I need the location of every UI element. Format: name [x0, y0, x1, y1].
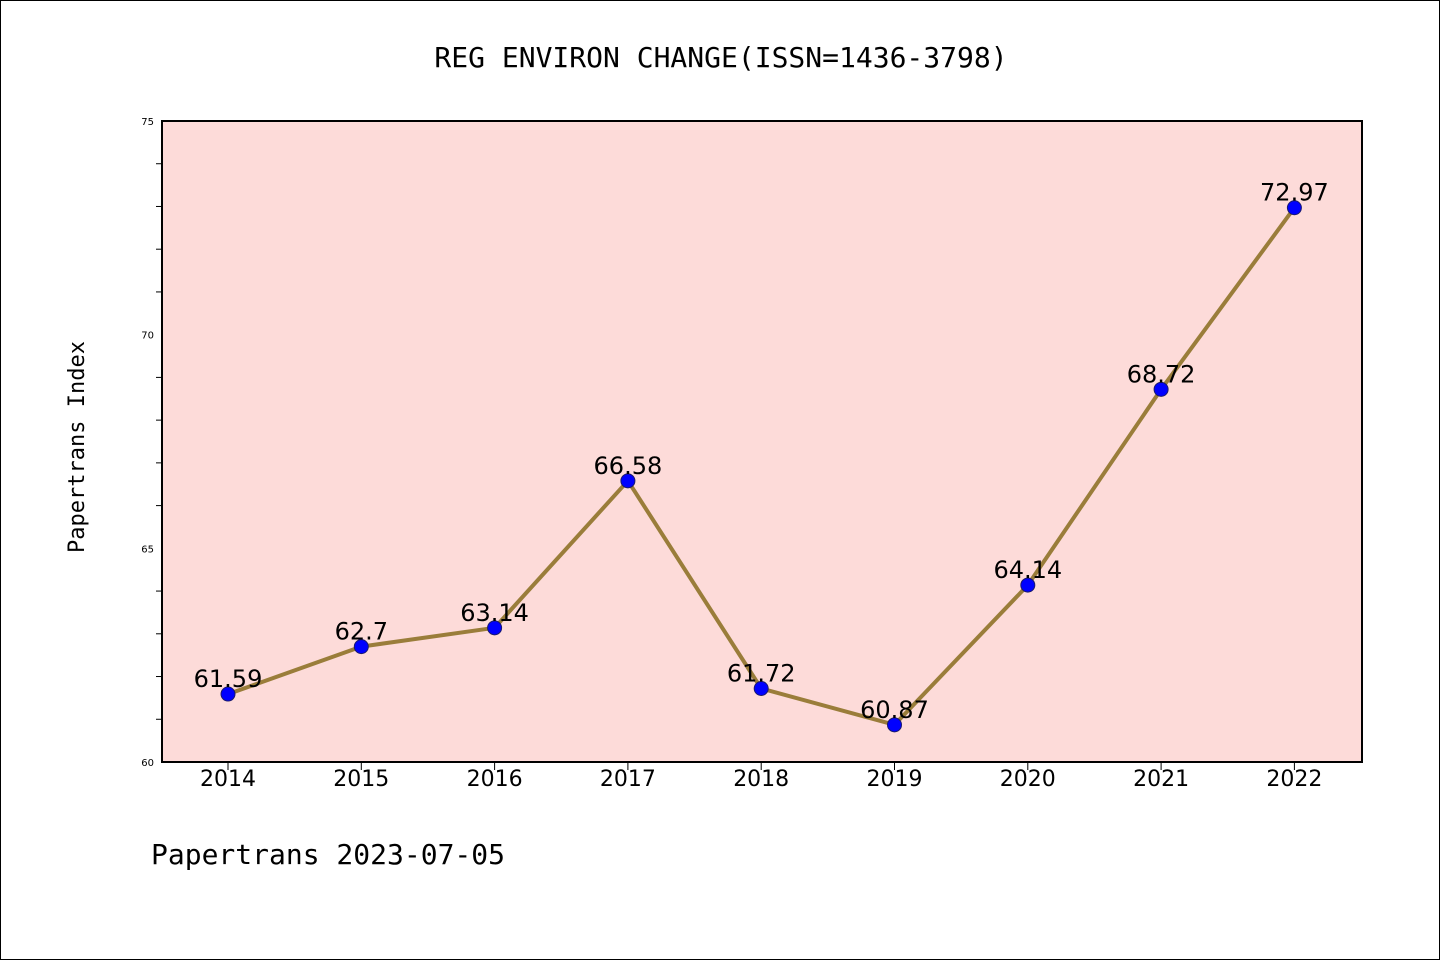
- data-point: [620, 473, 636, 489]
- plot-border: [161, 120, 1363, 763]
- data-point: [1153, 381, 1169, 397]
- data-point: [753, 680, 769, 696]
- x-tick-label: 2021: [1133, 767, 1189, 792]
- data-label: 63.14: [460, 599, 529, 627]
- x-tick-label: 2014: [200, 767, 256, 792]
- y-tick-label: 75: [141, 117, 154, 128]
- footer-date: Papertrans 2023-07-05: [151, 838, 505, 871]
- data-point: [1286, 200, 1302, 216]
- x-tick-label: 2020: [1000, 767, 1056, 792]
- data-point: [220, 686, 236, 702]
- data-point: [487, 620, 503, 636]
- data-label: 66.58: [594, 452, 663, 480]
- plot-area: [162, 121, 1362, 762]
- data-point: [353, 639, 369, 655]
- data-label: 62.7: [335, 618, 388, 646]
- y-tick-label: 60: [141, 758, 154, 769]
- y-tick-label: 65: [141, 544, 154, 555]
- data-label: 68.72: [1127, 360, 1196, 388]
- data-point: [1020, 577, 1036, 593]
- data-label: 60.87: [860, 696, 929, 724]
- data-label: 64.14: [993, 556, 1062, 584]
- data-label: 61.72: [727, 659, 796, 687]
- x-tick-label: 2016: [467, 767, 523, 792]
- data-point: [887, 717, 902, 733]
- x-tick-label: 2015: [333, 767, 389, 792]
- x-tick-label: 2019: [867, 767, 923, 792]
- data-label: 72.97: [1260, 179, 1329, 207]
- y-tick-label: 70: [141, 331, 154, 342]
- y-axis-label: Papertrans Index: [65, 341, 90, 553]
- x-tick-label: 2018: [733, 767, 789, 792]
- chart-title: REG ENVIRON CHANGE(ISSN=1436-3798): [434, 41, 1007, 74]
- x-tick-label: 2022: [1266, 767, 1322, 792]
- data-label: 61.59: [194, 665, 263, 693]
- x-tick-label: 2017: [600, 767, 656, 792]
